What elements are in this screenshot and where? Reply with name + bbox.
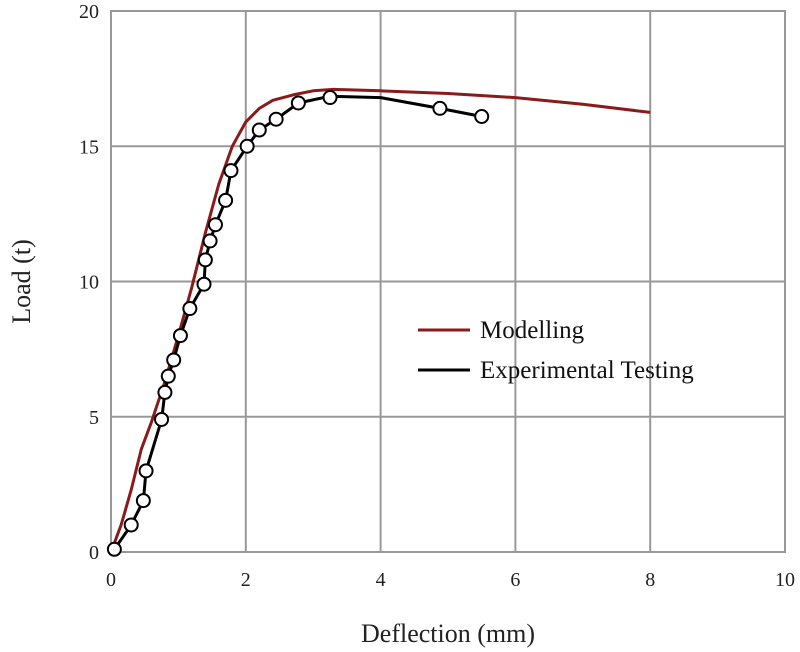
legend: Modelling Experimental Testing [418,317,694,384]
data-point [157,384,173,400]
series-line-modelling [109,87,651,553]
data-point [160,368,176,384]
y-tick-labels: 0 5 10 15 20 [79,1,99,564]
x-tick-label: 4 [376,569,386,591]
x-tick-labels: 0 2 4 6 8 10 [106,569,795,591]
data-point [154,411,170,427]
x-tick-label: 8 [645,569,655,591]
plot-frame [110,10,786,553]
data-point [196,276,212,292]
data-point [138,463,154,479]
x-tick-label: 0 [106,569,116,591]
data-point [123,517,139,533]
data-point [268,111,284,127]
data-point [207,217,223,233]
y-tick-label: 20 [79,1,99,23]
data-point [432,100,448,116]
data-point [166,352,182,368]
x-tick-label: 10 [775,569,795,591]
x-tick-label: 2 [241,569,251,591]
legend-label-experimental: Experimental Testing [480,357,694,384]
data-point [239,138,255,154]
y-tick-label: 15 [79,136,99,158]
data-point [322,90,338,106]
data-point [172,328,188,344]
data-point [218,192,234,208]
y-tick-label: 0 [89,542,99,564]
data-point [223,163,239,179]
series-layer [106,87,651,557]
data-point [202,233,218,249]
data-point [106,541,122,557]
y-tick-label: 10 [79,272,99,294]
data-point [182,301,198,317]
data-point [135,493,151,509]
data-point [474,108,490,124]
data-point [197,252,213,268]
y-tick-label: 5 [89,407,99,429]
x-axis-title: Deflection (mm) [361,619,535,648]
x-tick-label: 6 [510,569,520,591]
series-line-experimental [113,94,482,551]
data-point [290,95,306,111]
data-point [251,122,267,138]
y-axis-title: Load (t) [7,239,36,323]
legend-label-modelling: Modelling [480,317,585,344]
